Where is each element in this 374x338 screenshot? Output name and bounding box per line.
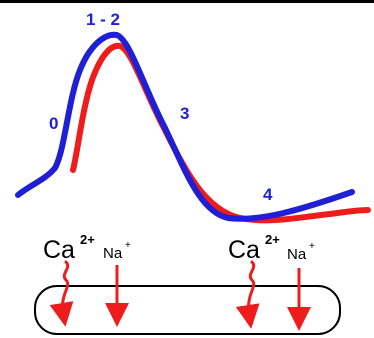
action-potential-curve-primary bbox=[15, 31, 355, 222]
phase-label-3: 3 bbox=[180, 104, 189, 123]
phase-label-4: 4 bbox=[263, 185, 273, 204]
ion-sodium-left-charge: + bbox=[125, 240, 131, 251]
ion-calcium-right: Ca bbox=[228, 236, 260, 264]
phase-label-0: 0 bbox=[49, 114, 58, 133]
wavy-down-arrow-icon bbox=[49, 260, 74, 327]
action-potential-curve-secondary bbox=[70, 42, 371, 224]
ion-calcium-left-charge: 2+ bbox=[80, 232, 95, 247]
ion-calcium-left-symbol: Ca bbox=[43, 236, 75, 264]
ion-calcium-left: Ca bbox=[43, 236, 75, 264]
cell-membrane bbox=[34, 285, 341, 335]
wavy-down-arrow-icon bbox=[235, 260, 260, 329]
ion-sodium-left: Na bbox=[103, 245, 123, 262]
phase-label-1-2: 1 - 2 bbox=[86, 10, 120, 29]
ion-calcium-right-symbol: Ca bbox=[228, 236, 260, 264]
ion-sodium-right: Na bbox=[287, 246, 307, 263]
ion-sodium-right-charge: + bbox=[309, 241, 315, 252]
ion-calcium-right-charge: 2+ bbox=[265, 232, 280, 247]
